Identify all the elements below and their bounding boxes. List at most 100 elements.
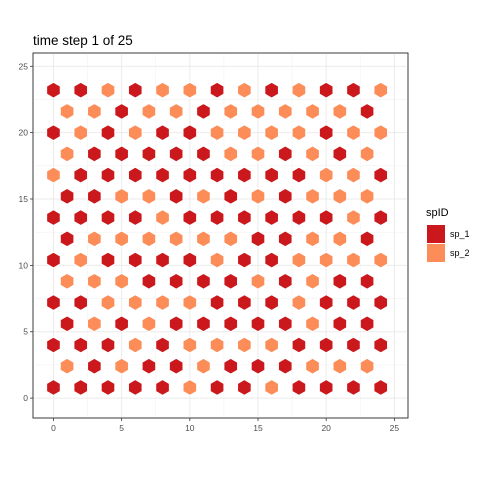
hex-cell-sp-2 bbox=[141, 187, 157, 205]
hex-cell-sp-2 bbox=[346, 166, 361, 184]
panel-border bbox=[32, 52, 409, 419]
hex-cell-sp-1 bbox=[196, 145, 211, 163]
hex-cell-sp-1 bbox=[223, 187, 239, 205]
hex-cell-sp-1 bbox=[237, 209, 252, 227]
hex-cell-sp-1 bbox=[114, 145, 129, 163]
hex-cell-sp-1 bbox=[141, 357, 157, 375]
hex-cell-sp-1 bbox=[73, 294, 89, 311]
hex-cell-sp-2 bbox=[87, 315, 102, 333]
hex-cell-sp-2 bbox=[332, 102, 348, 120]
hex-cell-sp-2 bbox=[46, 166, 61, 184]
x-tick-label: 0 bbox=[51, 423, 56, 433]
hex-cell-sp-2 bbox=[209, 251, 225, 269]
hex-cell-sp-2 bbox=[373, 81, 389, 99]
hex-cell-sp-2 bbox=[373, 124, 389, 142]
hex-cell-sp-2 bbox=[237, 81, 252, 99]
hex-cell-sp-2 bbox=[223, 145, 239, 163]
hex-cell-sp-1 bbox=[209, 379, 225, 396]
hex-cell-sp-1 bbox=[223, 272, 239, 290]
hex-cell-sp-1 bbox=[59, 230, 75, 248]
hex-cell-sp-2 bbox=[168, 102, 184, 120]
hex-cell-sp-2 bbox=[87, 272, 102, 290]
hex-cell-sp-1 bbox=[141, 272, 157, 290]
hex-cell-sp-2 bbox=[87, 102, 102, 120]
hex-cell-sp-2 bbox=[209, 336, 225, 354]
hex-cell-sp-1 bbox=[359, 272, 375, 290]
hex-cell-sp-1 bbox=[264, 251, 279, 269]
hex-cell-sp-1 bbox=[237, 251, 252, 269]
hex-cell-sp-2 bbox=[291, 81, 307, 99]
hex-cell-sp-2 bbox=[237, 124, 252, 142]
hex-cell-sp-1 bbox=[209, 81, 225, 99]
hex-cell-sp-1 bbox=[127, 379, 143, 396]
hex-cell-sp-1 bbox=[277, 357, 293, 375]
hex-cell-sp-2 bbox=[209, 124, 225, 142]
hex-cell-sp-1 bbox=[346, 336, 361, 354]
hex-cell-sp-1 bbox=[209, 166, 225, 184]
hex-cell-sp-1 bbox=[264, 166, 279, 184]
hex-cell-sp-2 bbox=[277, 102, 293, 120]
hex-cell-sp-2 bbox=[73, 124, 89, 142]
hex-cell-sp-1 bbox=[100, 166, 116, 184]
hex-cell-sp-1 bbox=[277, 145, 293, 163]
hex-cell-sp-1 bbox=[46, 294, 61, 311]
hex-cell-sp-2 bbox=[100, 294, 116, 311]
hex-cell-sp-1 bbox=[182, 209, 198, 227]
legend-key-sp-2 bbox=[427, 244, 445, 262]
hex-cell-sp-1 bbox=[168, 145, 184, 163]
hex-cell-sp-1 bbox=[155, 336, 170, 354]
hex-cell-sp-1 bbox=[46, 209, 61, 227]
hex-cell-sp-1 bbox=[168, 272, 184, 290]
hex-cell-sp-2 bbox=[359, 145, 375, 163]
legend-title: spID bbox=[426, 207, 449, 219]
hex-cell-sp-2 bbox=[264, 336, 279, 354]
hex-cell-sp-2 bbox=[332, 357, 348, 375]
hex-cell-sp-1 bbox=[291, 209, 307, 227]
hex-cell-sp-1 bbox=[318, 81, 334, 99]
y-tick-label: 0 bbox=[23, 393, 28, 403]
hex-cell-sp-1 bbox=[46, 81, 61, 99]
hex-cell-sp-2 bbox=[182, 81, 198, 99]
hex-cell-sp-1 bbox=[223, 357, 239, 375]
hex-cell-sp-2 bbox=[264, 379, 279, 396]
x-tick-label: 5 bbox=[119, 423, 124, 433]
y-tick-label: 15 bbox=[19, 194, 29, 204]
hex-cell-sp-1 bbox=[87, 145, 102, 163]
hex-cell-sp-1 bbox=[291, 379, 307, 396]
hex-cell-sp-1 bbox=[277, 187, 293, 205]
hex-cell-sp-2 bbox=[155, 294, 170, 311]
hex-cell-sp-2 bbox=[73, 251, 89, 269]
hex-cell-sp-2 bbox=[114, 272, 129, 290]
hex-cell-sp-1 bbox=[277, 272, 293, 290]
legend: spID sp_1 sp_2 bbox=[426, 207, 470, 262]
hex-cell-sp-2 bbox=[223, 230, 239, 248]
hex-cell-sp-1 bbox=[250, 230, 266, 248]
hex-cell-sp-1 bbox=[100, 336, 116, 354]
hex-cell-sp-2 bbox=[237, 336, 252, 354]
hex-cell-sp-2 bbox=[182, 336, 198, 354]
hex-cell-sp-1 bbox=[332, 315, 348, 333]
hex-cell-sp-1 bbox=[209, 209, 225, 227]
hex-cell-sp-2 bbox=[305, 102, 320, 120]
hex-cell-sp-2 bbox=[223, 102, 239, 120]
hex-cell-sp-1 bbox=[291, 166, 307, 184]
hex-cell-sp-1 bbox=[359, 230, 375, 248]
hex-cell-sp-1 bbox=[373, 294, 389, 311]
hex-cell-sp-2 bbox=[59, 102, 75, 120]
hex-cell-sp-2 bbox=[87, 230, 102, 248]
hex-cell-sp-1 bbox=[318, 209, 334, 227]
hex-cell-sp-1 bbox=[277, 230, 293, 248]
hex-cell-sp-2 bbox=[141, 102, 157, 120]
hex-cell-sp-1 bbox=[223, 315, 239, 333]
hex-cell-sp-1 bbox=[127, 166, 143, 184]
hex-cell-sp-2 bbox=[59, 145, 75, 163]
hex-cell-sp-2 bbox=[196, 357, 211, 375]
hex-cell-sp-2 bbox=[318, 166, 334, 184]
hex-cell-sp-1 bbox=[318, 379, 334, 396]
hex-cell-sp-1 bbox=[46, 379, 61, 396]
hex-cell-sp-1 bbox=[318, 294, 334, 311]
hex-cell-sp-1 bbox=[100, 124, 116, 142]
hex-cell-sp-2 bbox=[359, 357, 375, 375]
hex-cell-sp-2 bbox=[250, 272, 266, 290]
